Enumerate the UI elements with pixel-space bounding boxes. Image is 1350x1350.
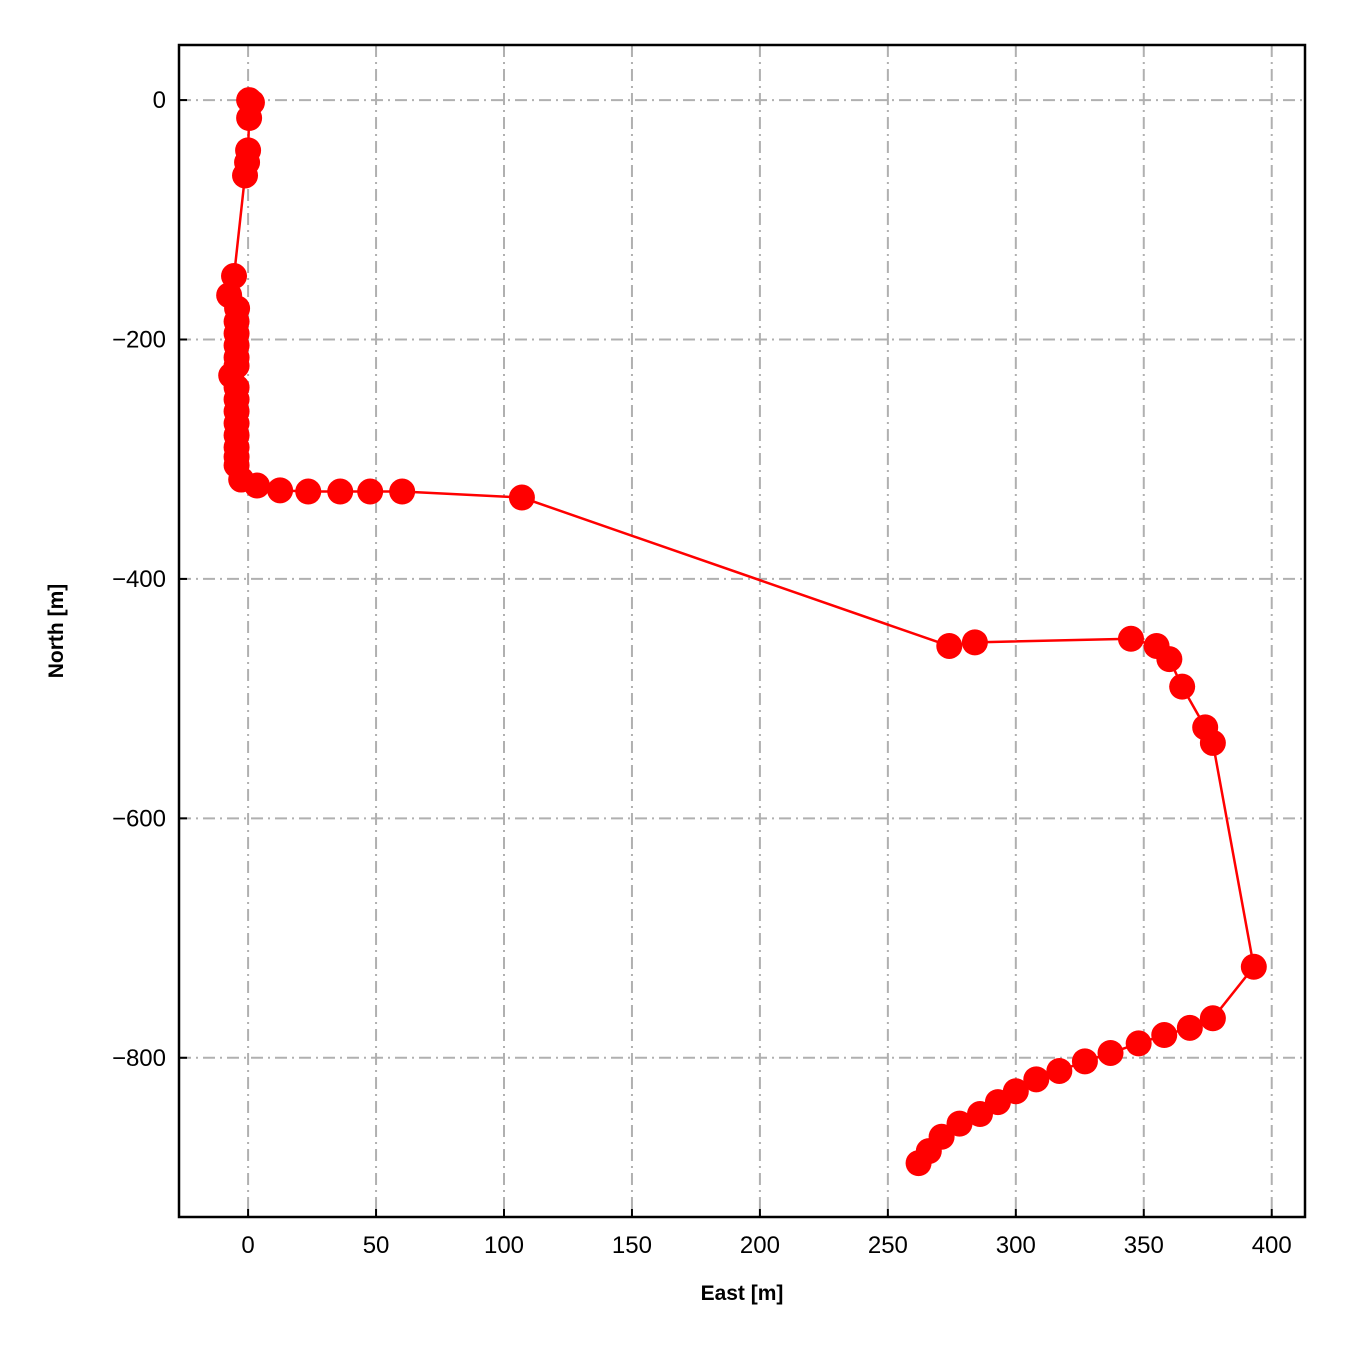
data-point bbox=[961, 629, 988, 656]
data-point bbox=[936, 632, 963, 659]
x-tick-label: 100 bbox=[484, 1232, 524, 1259]
data-point bbox=[1151, 1022, 1178, 1049]
plot-frame bbox=[177, 43, 1307, 1219]
data-point bbox=[1071, 1048, 1098, 1075]
data-point bbox=[295, 478, 322, 505]
data-point bbox=[236, 105, 263, 132]
data-point bbox=[1199, 729, 1226, 756]
grid bbox=[179, 45, 1305, 1217]
ticks: 0 50 100 150 200 250 300 350 400 0 −200 −400 −600 −80… bbox=[112, 87, 1292, 1259]
data-point bbox=[1023, 1066, 1050, 1093]
data-point bbox=[232, 162, 259, 189]
x-tick-label: 50 bbox=[363, 1232, 390, 1259]
data-point bbox=[1046, 1057, 1073, 1084]
data-point bbox=[244, 472, 271, 499]
x-tick-label: 150 bbox=[612, 1232, 652, 1259]
series-trajectory bbox=[216, 87, 1267, 1177]
data-point bbox=[357, 478, 384, 505]
y-tick-label: −200 bbox=[112, 326, 166, 353]
data-point bbox=[1117, 625, 1144, 652]
data-point bbox=[905, 1150, 932, 1177]
data-point bbox=[1176, 1014, 1203, 1041]
x-tick-label: 0 bbox=[241, 1232, 254, 1259]
data-point bbox=[1125, 1030, 1152, 1057]
x-tick-label: 400 bbox=[1252, 1232, 1292, 1259]
y-tick-label: −400 bbox=[112, 566, 166, 593]
trajectory-line bbox=[227, 99, 1256, 1164]
x-tick-label: 200 bbox=[740, 1232, 780, 1259]
data-point bbox=[966, 1101, 993, 1128]
x-tick-label: 300 bbox=[996, 1232, 1036, 1259]
x-axis-label: East [m] bbox=[701, 1282, 784, 1305]
data-point bbox=[1156, 646, 1183, 673]
data-point bbox=[1199, 1005, 1226, 1032]
data-point bbox=[946, 1110, 973, 1137]
data-point bbox=[327, 478, 354, 505]
y-axis-label: North [m] bbox=[45, 584, 68, 678]
y-tick-label: −800 bbox=[112, 1045, 166, 1072]
data-point bbox=[1169, 673, 1196, 700]
data-point bbox=[267, 477, 294, 504]
x-tick-label: 350 bbox=[1124, 1232, 1164, 1259]
data-point bbox=[1240, 953, 1267, 980]
data-point bbox=[389, 478, 416, 505]
y-tick-label: 0 bbox=[153, 87, 166, 114]
data-point bbox=[1097, 1039, 1124, 1066]
data-point bbox=[508, 484, 535, 511]
y-tick-label: −600 bbox=[112, 805, 166, 832]
x-tick-label: 250 bbox=[868, 1232, 908, 1259]
